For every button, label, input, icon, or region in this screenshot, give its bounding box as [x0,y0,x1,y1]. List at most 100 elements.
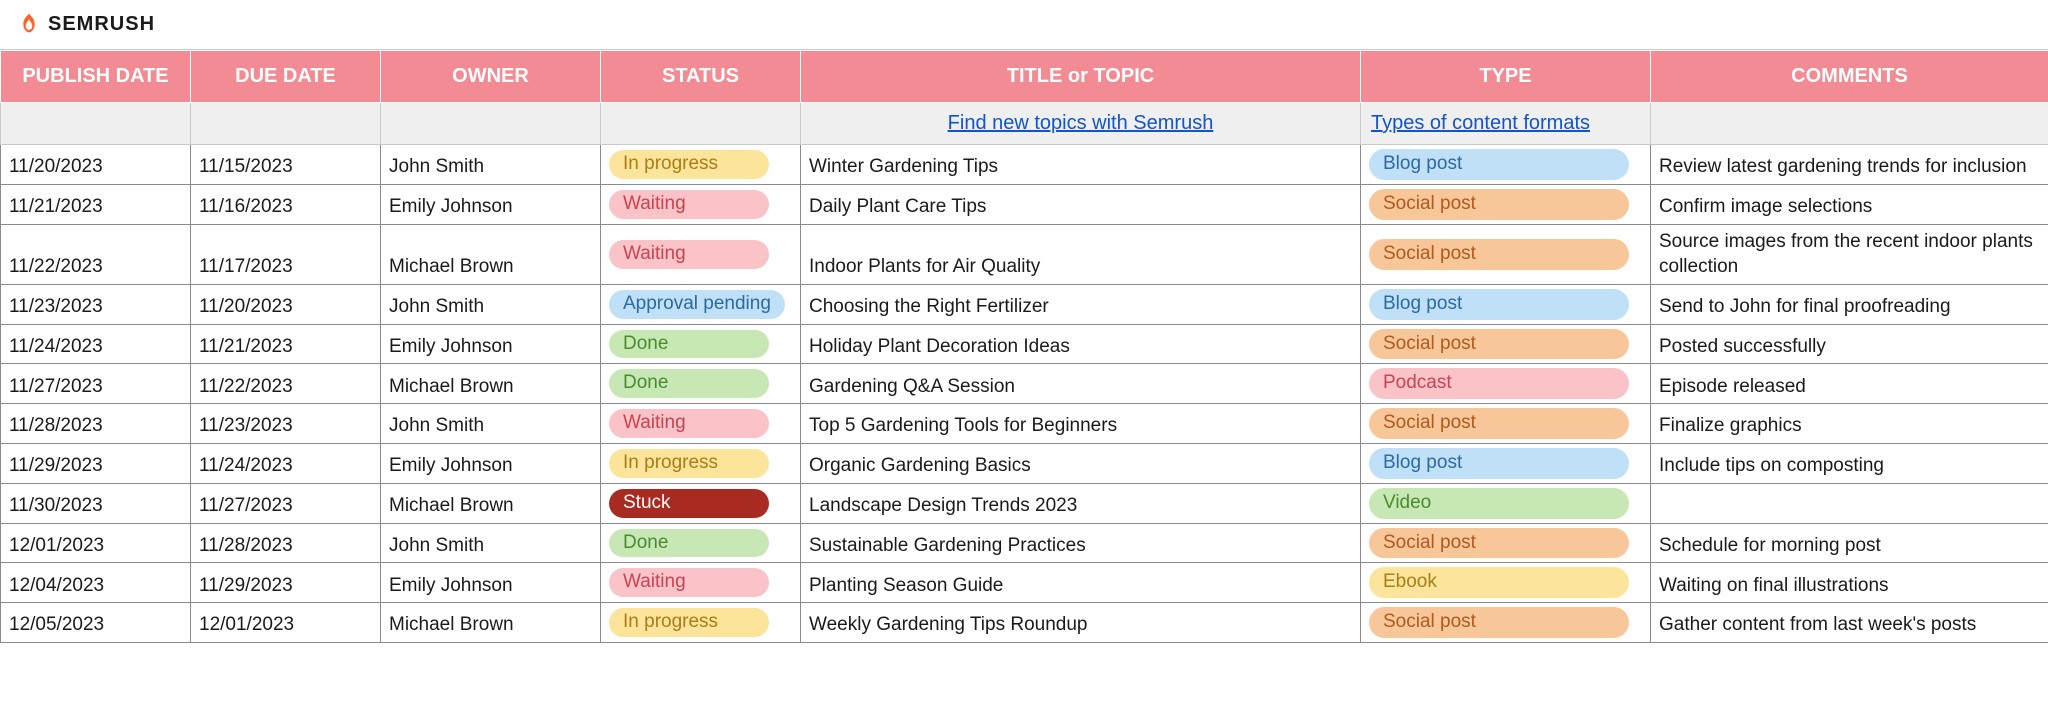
cell-publish-date[interactable]: 11/21/2023 [1,184,191,224]
cell-comments[interactable]: Review latest gardening trends for inclu… [1651,145,2048,185]
col-owner[interactable]: OWNER [381,51,601,103]
col-title[interactable]: TITLE or TOPIC [801,51,1361,103]
cell-publish-date[interactable]: 11/28/2023 [1,404,191,444]
cell-comments[interactable]: Finalize graphics [1651,404,2048,444]
cell-due-date[interactable]: 11/22/2023 [191,364,381,404]
cell-due-date[interactable]: 11/24/2023 [191,444,381,484]
cell-owner[interactable]: Emily Johnson [381,563,601,603]
cell-comments[interactable] [1651,483,2048,523]
cell-title[interactable]: Gardening Q&A Session [801,364,1361,404]
cell-title[interactable]: Holiday Plant Decoration Ideas [801,324,1361,364]
helper-cell[interactable] [1,103,191,145]
cell-title[interactable]: Choosing the Right Fertilizer [801,284,1361,324]
col-due-date[interactable]: DUE DATE [191,51,381,103]
cell-status[interactable]: Done [601,324,801,364]
cell-title[interactable]: Planting Season Guide [801,563,1361,603]
cell-comments[interactable]: Waiting on final illustrations [1651,563,2048,603]
cell-due-date[interactable]: 11/15/2023 [191,145,381,185]
cell-status[interactable]: Waiting [601,404,801,444]
cell-type[interactable]: Podcast [1361,364,1651,404]
cell-publish-date[interactable]: 11/30/2023 [1,483,191,523]
cell-due-date[interactable]: 12/01/2023 [191,603,381,643]
cell-status[interactable]: Stuck [601,483,801,523]
cell-publish-date[interactable]: 11/24/2023 [1,324,191,364]
helper-cell[interactable] [191,103,381,145]
cell-due-date[interactable]: 11/21/2023 [191,324,381,364]
cell-type[interactable]: Social post [1361,603,1651,643]
helper-cell-type[interactable]: Types of content formats [1361,103,1651,145]
cell-status[interactable]: In progress [601,603,801,643]
cell-due-date[interactable]: 11/23/2023 [191,404,381,444]
cell-title[interactable]: Indoor Plants for Air Quality [801,224,1361,284]
find-topics-link[interactable]: Find new topics with Semrush [948,112,1214,134]
col-type[interactable]: TYPE [1361,51,1651,103]
cell-status[interactable]: Waiting [601,224,801,284]
cell-status[interactable]: Done [601,364,801,404]
helper-cell[interactable] [381,103,601,145]
cell-owner[interactable]: Michael Brown [381,603,601,643]
cell-owner[interactable]: John Smith [381,284,601,324]
cell-type[interactable]: Blog post [1361,145,1651,185]
cell-title[interactable]: Daily Plant Care Tips [801,184,1361,224]
col-publish-date[interactable]: PUBLISH DATE [1,51,191,103]
cell-comments[interactable]: Episode released [1651,364,2048,404]
cell-publish-date[interactable]: 12/05/2023 [1,603,191,643]
cell-comments[interactable]: Posted successfully [1651,324,2048,364]
cell-due-date[interactable]: 11/29/2023 [191,563,381,603]
col-comments[interactable]: COMMENTS [1651,51,2048,103]
cell-type[interactable]: Social post [1361,324,1651,364]
cell-due-date[interactable]: 11/27/2023 [191,483,381,523]
cell-due-date[interactable]: 11/28/2023 [191,523,381,563]
cell-status[interactable]: Waiting [601,563,801,603]
cell-status[interactable]: In progress [601,145,801,185]
cell-owner[interactable]: Michael Brown [381,364,601,404]
cell-due-date[interactable]: 11/17/2023 [191,224,381,284]
cell-comments[interactable]: Send to John for final proofreading [1651,284,2048,324]
cell-status[interactable]: Approval pending [601,284,801,324]
cell-status[interactable]: In progress [601,444,801,484]
cell-comments[interactable]: Source images from the recent indoor pla… [1651,224,2048,284]
cell-type[interactable]: Blog post [1361,284,1651,324]
cell-publish-date[interactable]: 11/29/2023 [1,444,191,484]
cell-publish-date[interactable]: 12/04/2023 [1,563,191,603]
cell-due-date[interactable]: 11/20/2023 [191,284,381,324]
cell-owner[interactable]: Emily Johnson [381,444,601,484]
cell-type[interactable]: Social post [1361,523,1651,563]
cell-title[interactable]: Weekly Gardening Tips Roundup [801,603,1361,643]
cell-type[interactable]: Ebook [1361,563,1651,603]
cell-due-date[interactable]: 11/16/2023 [191,184,381,224]
cell-comments[interactable]: Confirm image selections [1651,184,2048,224]
cell-owner[interactable]: John Smith [381,404,601,444]
cell-status[interactable]: Waiting [601,184,801,224]
cell-publish-date[interactable]: 11/20/2023 [1,145,191,185]
cell-owner[interactable]: Emily Johnson [381,324,601,364]
cell-owner[interactable]: Michael Brown [381,224,601,284]
cell-type[interactable]: Video [1361,483,1651,523]
helper-cell[interactable] [601,103,801,145]
cell-publish-date[interactable]: 11/22/2023 [1,224,191,284]
cell-type[interactable]: Social post [1361,224,1651,284]
cell-comments[interactable]: Include tips on composting [1651,444,2048,484]
cell-title[interactable]: Top 5 Gardening Tools for Beginners [801,404,1361,444]
cell-title[interactable]: Landscape Design Trends 2023 [801,483,1361,523]
cell-owner[interactable]: Emily Johnson [381,184,601,224]
cell-comments[interactable]: Gather content from last week's posts [1651,603,2048,643]
helper-cell[interactable] [1651,103,2048,145]
cell-type[interactable]: Social post [1361,184,1651,224]
content-formats-link[interactable]: Types of content formats [1371,112,1590,134]
cell-owner[interactable]: John Smith [381,145,601,185]
cell-status[interactable]: Done [601,523,801,563]
cell-publish-date[interactable]: 11/27/2023 [1,364,191,404]
cell-publish-date[interactable]: 11/23/2023 [1,284,191,324]
cell-type[interactable]: Social post [1361,404,1651,444]
cell-owner[interactable]: Michael Brown [381,483,601,523]
cell-type[interactable]: Blog post [1361,444,1651,484]
cell-owner[interactable]: John Smith [381,523,601,563]
col-status[interactable]: STATUS [601,51,801,103]
cell-comments[interactable]: Schedule for morning post [1651,523,2048,563]
cell-title[interactable]: Organic Gardening Basics [801,444,1361,484]
cell-title[interactable]: Sustainable Gardening Practices [801,523,1361,563]
helper-cell-title[interactable]: Find new topics with Semrush [801,103,1361,145]
cell-publish-date[interactable]: 12/01/2023 [1,523,191,563]
cell-title[interactable]: Winter Gardening Tips [801,145,1361,185]
